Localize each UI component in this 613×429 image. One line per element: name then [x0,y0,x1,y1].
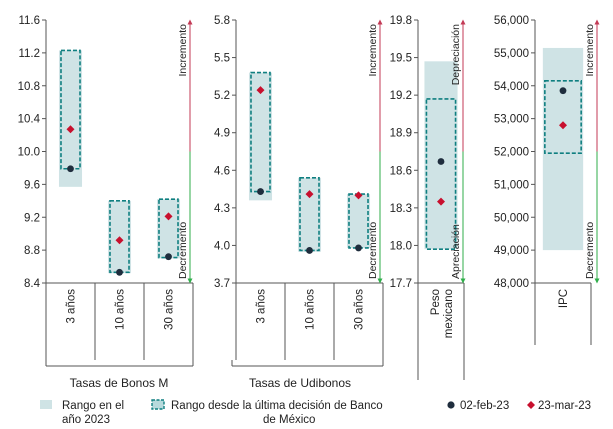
marker-mar [115,236,124,245]
group-label: Tasas de Bonos M [70,376,169,390]
y-tick-label: 18.0 [390,240,412,252]
y-tick-label: 5.5 [214,53,230,65]
marker-feb [355,244,362,252]
panel-ipc: 48,000 49,000 50,000 51,000 52,000 53,000 54,0… [494,15,600,345]
y-tick-label: 50,000 [494,212,529,224]
legend-label-date1: 02-feb-23 [460,400,509,412]
marker-feb [116,268,123,276]
marker-mar [66,125,75,134]
y-tick-label: 8.8 [24,245,40,257]
range-year-bar [156,199,181,259]
marker-mar [354,191,363,200]
marker-feb [437,158,445,165]
range-since-box [109,200,130,274]
y-tick-label: 10.4 [18,114,41,126]
direction-down-label: Apreciación [450,224,462,279]
y-tick-label: 8.4 [24,278,41,290]
y-tick-label: 18.6 [390,165,412,177]
y-tick-label: 9.2 [24,212,40,224]
marker-mar [305,190,314,199]
x-category-label: 10 años [115,289,127,330]
y-tick-label: 54,000 [494,81,529,93]
y-tick-label: 55,000 [494,48,529,60]
range-year-bar [424,61,458,250]
y-tick-label: 9.6 [24,179,40,191]
x-category-label: 3 años [256,289,268,324]
legend-label-range-year: Rango en el año 2023 [62,400,124,426]
x-category-label: 30 años [354,289,366,330]
marker-mar [256,86,265,95]
x-category-label: IPC [558,289,570,308]
range-year-bar [297,177,322,252]
y-tick-label: 11.6 [18,15,40,27]
range-year-bar [58,50,83,187]
y-tick-label: 5.2 [214,90,230,102]
legend-marker-date1 [447,401,455,409]
group-label: Tasas de Udibonos [249,376,351,390]
y-tick-label: 4.3 [214,203,230,215]
y-tick-label: 17.7 [390,278,412,290]
y-tick-label: 18.9 [390,128,412,140]
y-tick-label: 19.5 [390,53,412,65]
y-tick-label: 49,000 [494,245,529,257]
y-tick-label: 19.8 [390,15,412,27]
marker-mar [164,212,173,221]
range-since-box [425,98,457,250]
y-tick-label: 10.8 [18,81,40,93]
marker-feb [306,247,313,254]
y-tick-label: 4.9 [214,128,230,140]
range-year-bar [248,72,273,201]
panel-peso: 17.7 18.0 18.3 18.6 18.9 19.2 19.5 19.8 Pesomexi… [390,15,466,380]
marker-feb [67,165,74,173]
y-tick-label: 4.0 [214,240,230,252]
direction-up-label: Depreciación [450,24,462,85]
marker-mar [437,197,445,206]
range-since-box [299,177,320,252]
range-since-box [544,80,582,154]
legend-swatch-range-since [151,399,165,410]
y-tick-label: 3.7 [214,278,230,290]
marker-feb [165,253,172,261]
y-tick-label: 51,000 [494,179,529,191]
y-tick-label: 52,000 [494,147,529,159]
legend-marker-date2 [527,401,535,409]
panel-udibonos: 3.7 4.0 4.3 4.6 4.9 5.2 5.5 5.8 3 años 10 años 30 … [214,15,384,390]
legend-label-range-since: Rango desde la última decisión de Banco d… [171,400,383,426]
direction-up-label: Incremento [367,24,379,77]
direction-up-label: Incremento [584,24,596,77]
direction-down-label: Decremento [177,222,189,279]
y-tick-label: 19.2 [390,90,412,102]
legend-swatch-range-year [40,400,52,409]
x-category-label: 3 años [66,289,78,324]
marker-mar [559,121,567,130]
marker-feb [559,87,567,95]
y-tick-label: 10.0 [18,147,40,159]
legend-label-date2: 23-mar-23 [538,400,591,412]
range-year-bar [542,47,584,251]
y-tick-label: 18.3 [390,203,412,215]
marker-feb [257,188,264,195]
x-category-label: 10 años [305,289,317,330]
panel-bonos: 8.4 8.8 9.2 9.6 10.0 10.4 10.8 11.2 11.6 3 años 10… [18,15,194,390]
y-tick-label: 11.2 [18,48,40,60]
y-tick-label: 5.8 [214,15,230,27]
range-year-bar [346,194,371,248]
y-tick-label: 48,000 [494,278,529,290]
y-tick-label: 56,000 [494,15,529,27]
direction-up-label: Incremento [177,24,189,77]
x-category-label: 30 años [164,289,176,330]
x-category-label: Pesomexicano [430,289,455,338]
y-tick-label: 53,000 [494,114,529,126]
legend: Rango en el año 2023 Rango desde la últim… [40,399,591,426]
y-tick-label: 4.6 [214,165,230,177]
direction-down-label: Decremento [367,222,379,279]
direction-down-label: Decremento [584,222,596,279]
